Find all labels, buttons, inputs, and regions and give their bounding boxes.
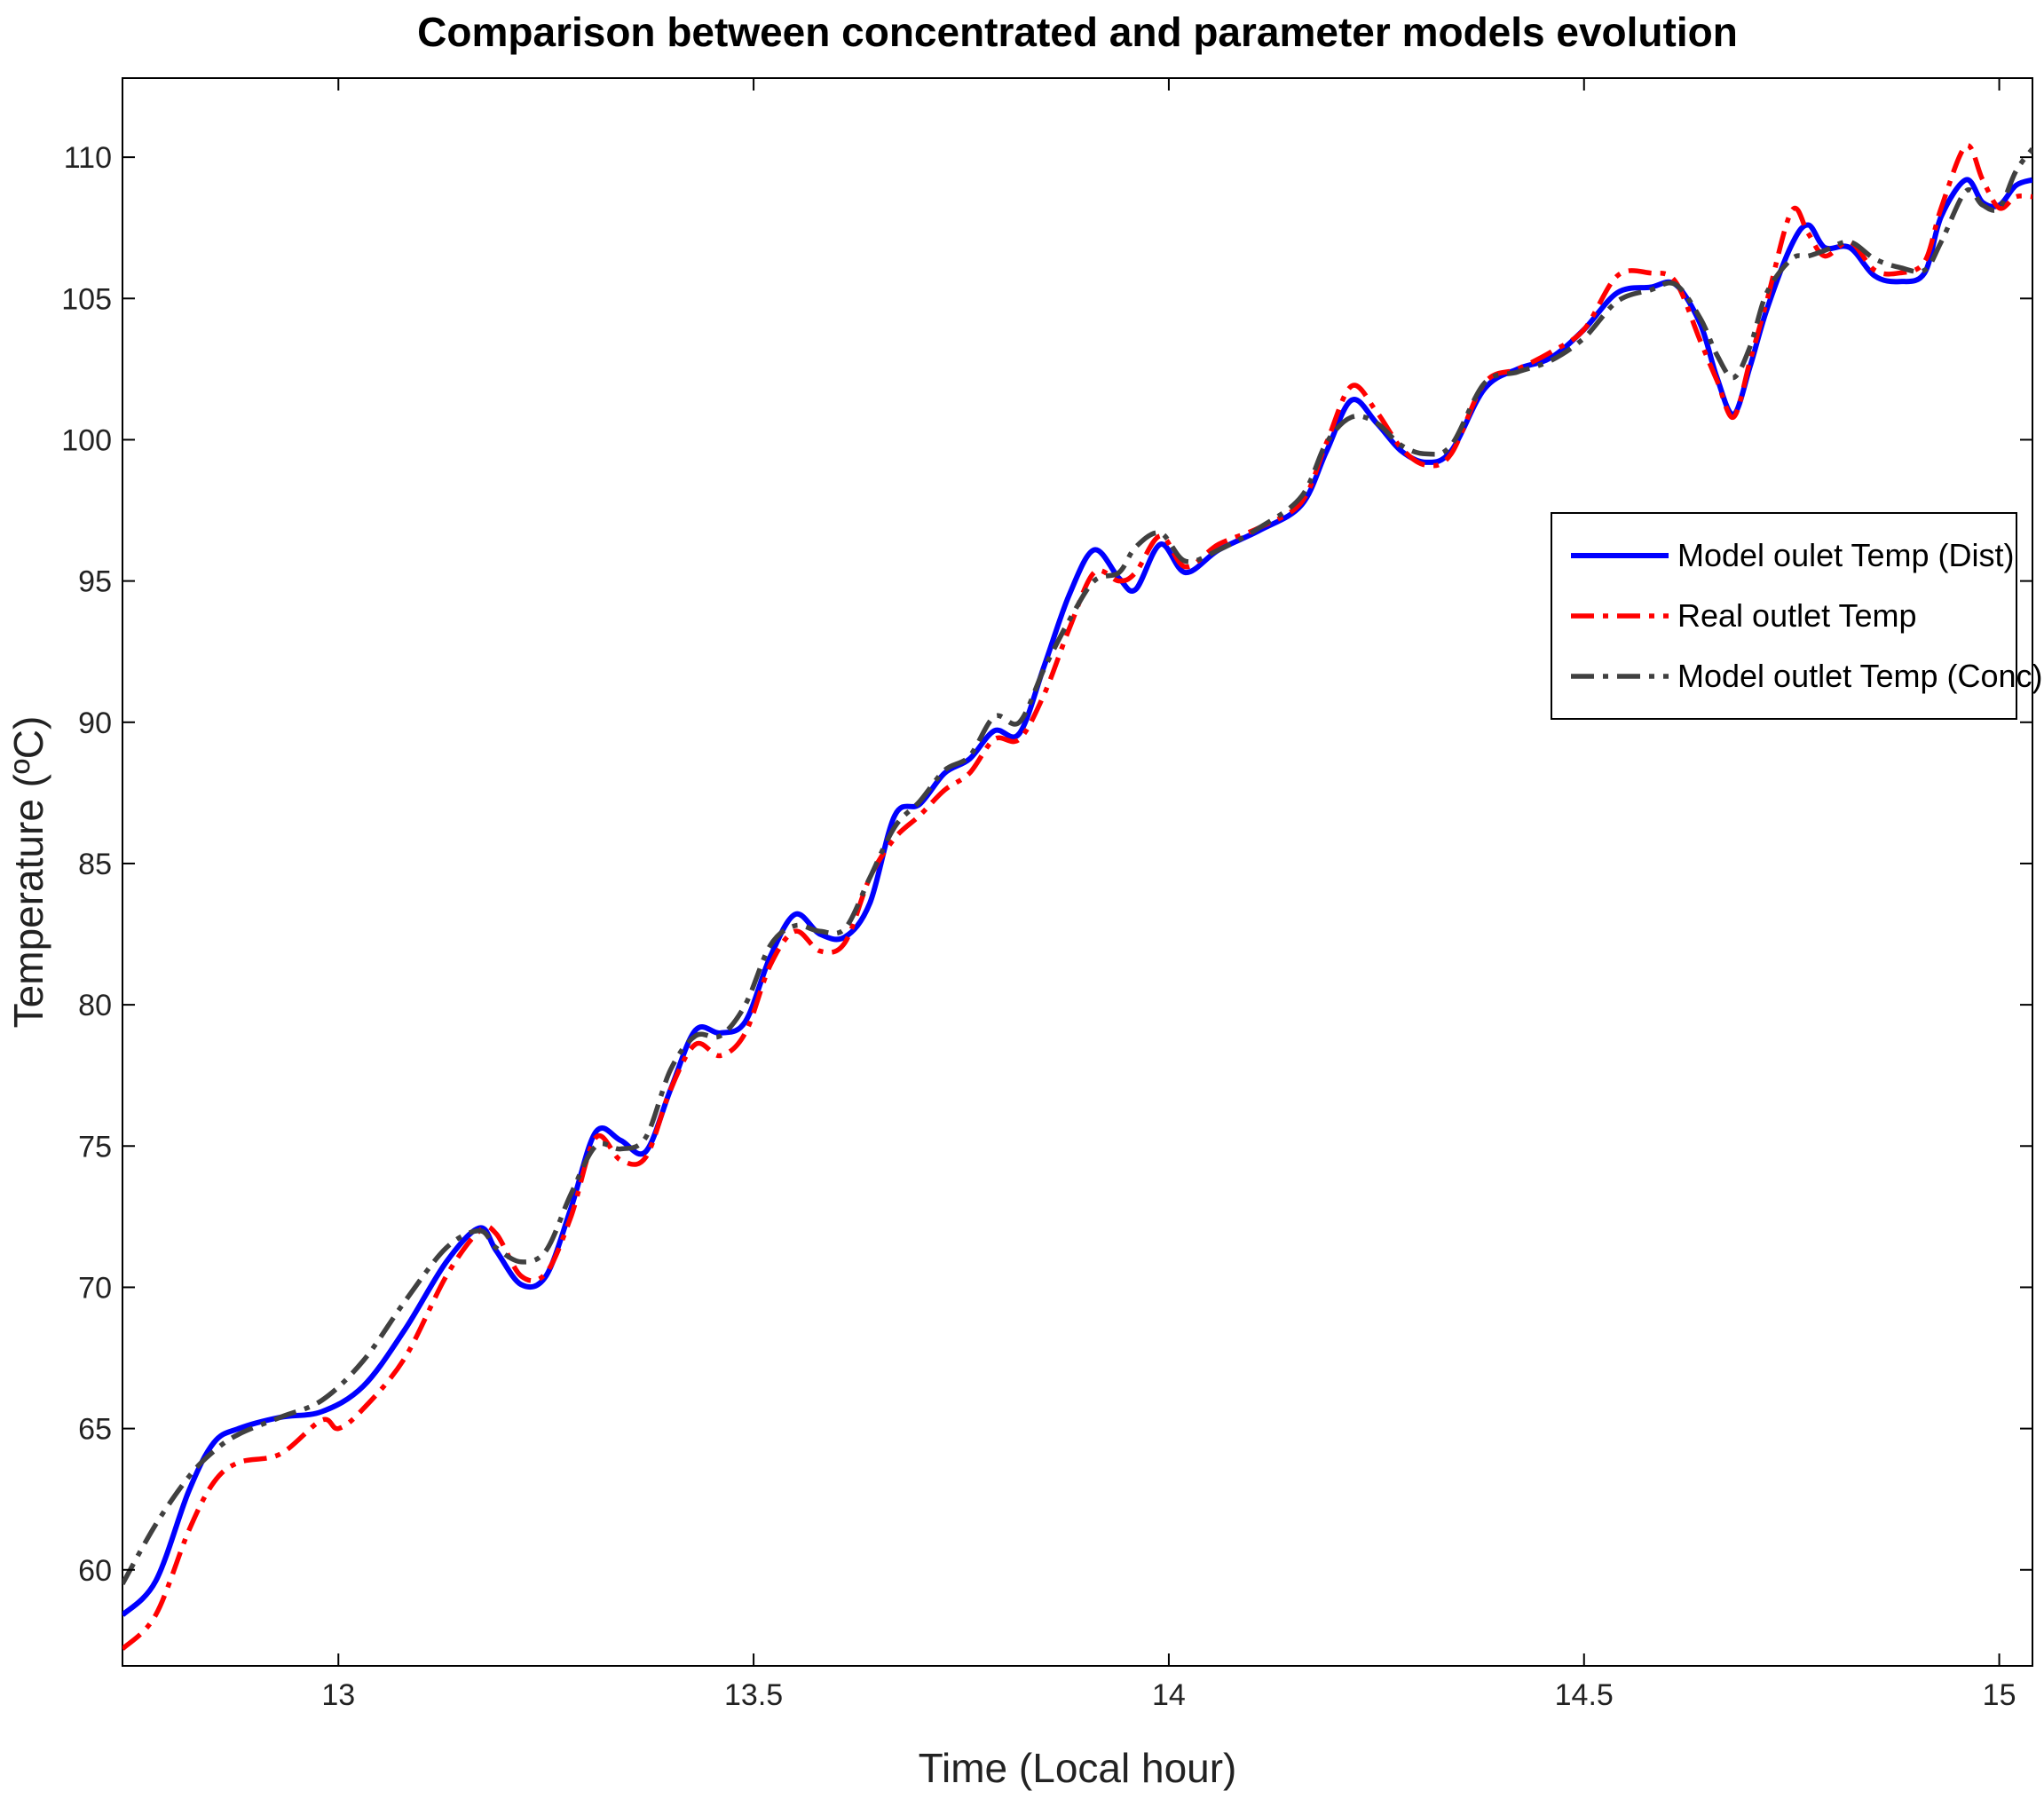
- y-tick-label: 85: [78, 848, 112, 881]
- x-tick-label: 15: [1983, 1678, 2016, 1712]
- x-tick-label: 13: [321, 1678, 355, 1712]
- y-tick-label: 65: [78, 1413, 112, 1447]
- x-axis-title: Time (Local hour): [919, 1745, 1237, 1791]
- y-tick-label: 100: [61, 423, 112, 457]
- y-tick-label: 70: [78, 1271, 112, 1305]
- y-tick-label: 105: [61, 282, 112, 316]
- plot-frame: [122, 77, 2033, 1667]
- y-tick-label: 90: [78, 706, 112, 740]
- x-tick-label: 13.5: [724, 1678, 783, 1712]
- legend-label: Model oulet Temp (Dist): [1677, 537, 2014, 573]
- y-axis-title: Temperature (ºC): [5, 716, 51, 1029]
- y-tick-label: 75: [78, 1130, 112, 1164]
- series-layer: [122, 143, 2032, 1651]
- legend-label: Real outlet Temp: [1677, 597, 1917, 634]
- ticks-layer: 13 13.5 14 14.5 15 60 65 70 75 80 85 90 95 100 105 110: [61, 78, 2032, 1712]
- chart-title: Comparison between concentrated and para…: [417, 9, 1738, 55]
- plot-area: 13 13.5 14 14.5 15 60 65 70 75 80 85 90 95 100 105 110: [61, 77, 2033, 1712]
- legend-label: Model outlet Temp (Conc): [1677, 658, 2043, 694]
- x-tick-label: 14: [1152, 1678, 1186, 1712]
- y-tick-label: 110: [64, 141, 112, 175]
- series-line-model-conc: [122, 146, 2032, 1586]
- series-line-real: [122, 143, 2032, 1651]
- y-tick-label: 60: [78, 1554, 112, 1588]
- legend: Model oulet Temp (Dist) Real outlet Temp M…: [1551, 512, 2043, 720]
- y-tick-label: 80: [78, 989, 112, 1022]
- y-tick-label: 95: [78, 565, 112, 599]
- x-tick-label: 14.5: [1555, 1678, 1614, 1712]
